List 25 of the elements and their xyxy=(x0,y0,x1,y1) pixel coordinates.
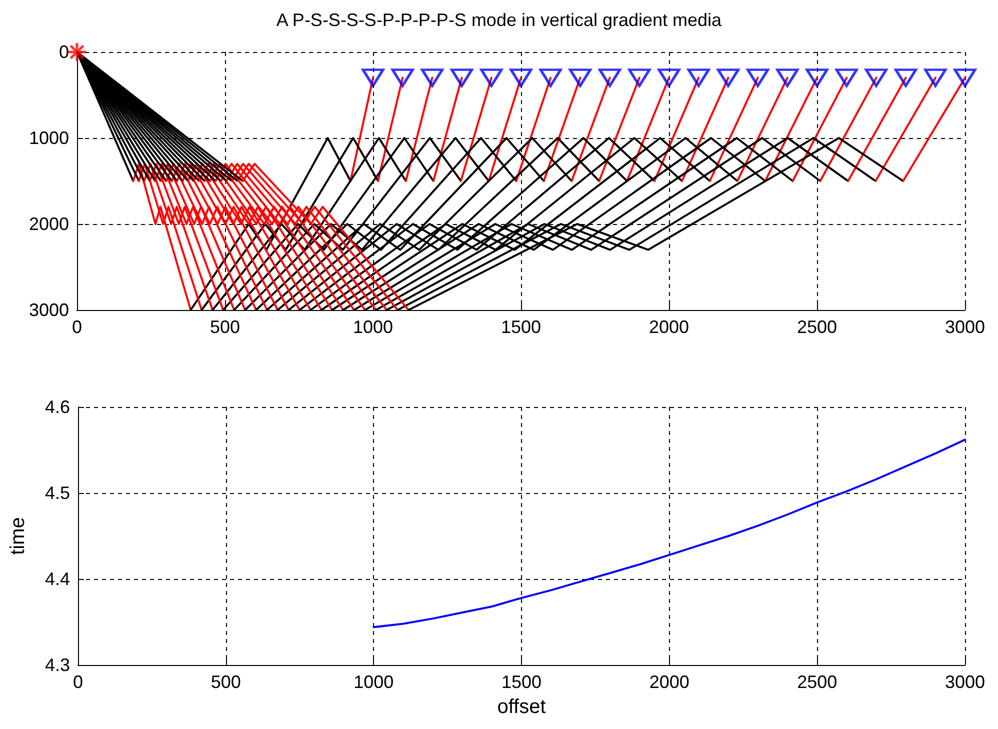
y-tick-label: 4.5 xyxy=(44,483,70,503)
y-tick-label: 2000 xyxy=(28,214,69,234)
x-tick-label: 0 xyxy=(72,672,84,692)
x-axis-title: offset xyxy=(497,696,546,718)
y-tick-label: 4.4 xyxy=(44,569,70,589)
y-tick-label: 3000 xyxy=(28,300,69,320)
y-tick-label: 4.3 xyxy=(44,655,70,675)
x-tick-label: 1000 xyxy=(352,317,394,337)
y-axis-title: time xyxy=(7,517,29,555)
x-tick-label: 500 xyxy=(210,317,240,337)
y-tick-label: 0 xyxy=(58,42,69,62)
y-tick-label: 4.6 xyxy=(44,397,70,417)
x-tick-label: 1000 xyxy=(354,672,394,692)
chart-title: A P-S-S-S-S-P-P-P-P-S mode in vertical gradient media xyxy=(276,10,723,30)
x-tick-label: 1500 xyxy=(500,317,542,337)
x-tick-label: 2500 xyxy=(797,672,838,692)
x-tick-label: 1500 xyxy=(501,672,542,692)
x-tick-label: 3000 xyxy=(944,317,986,337)
x-tick-label: 2500 xyxy=(796,317,838,337)
x-tick-label: 2000 xyxy=(648,317,690,337)
x-tick-label: 0 xyxy=(72,317,82,337)
y-tick-label: 1000 xyxy=(28,128,69,148)
x-tick-label: 3000 xyxy=(944,672,986,692)
x-tick-label: 2000 xyxy=(649,672,690,692)
x-tick-label: 500 xyxy=(210,672,241,692)
